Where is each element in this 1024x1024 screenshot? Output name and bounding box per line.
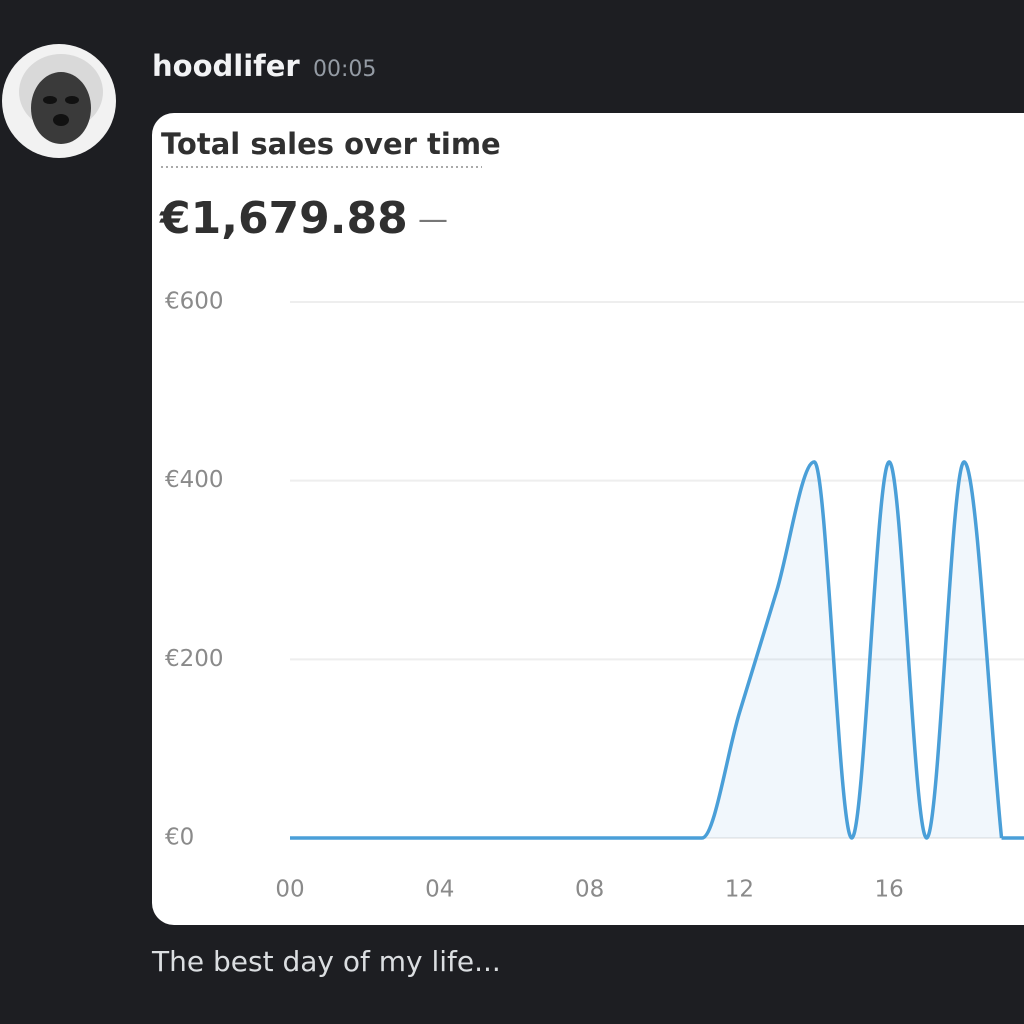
total-value: €1,679.88 [159, 193, 408, 244]
timestamp: 00:05 [313, 57, 376, 82]
y-tick-label: €600 [165, 289, 224, 315]
x-tick-label: 12 [725, 877, 754, 903]
x-tick-label: 08 [575, 877, 604, 903]
username[interactable]: hoodlifer [152, 49, 300, 83]
chart-title: Total sales over time [161, 127, 501, 161]
y-tick-label: €200 [165, 646, 224, 672]
avatar[interactable] [2, 44, 116, 158]
line [290, 460, 1004, 840]
y-tick-label: €0 [165, 825, 194, 851]
message-text: The best day of my life... [151, 945, 501, 978]
avatar-eye [43, 96, 57, 104]
avatar-eye [65, 96, 79, 104]
area [290, 461, 1002, 838]
x-tick-label: 00 [275, 877, 304, 903]
avatar-mouth [53, 114, 69, 126]
x-tick-label: 16 [875, 877, 904, 903]
avatar-face [31, 72, 91, 144]
x-tick-label: 04 [425, 877, 454, 903]
chart-card[interactable] [152, 113, 1024, 925]
comparison: — [418, 203, 448, 238]
y-tick-label: €400 [165, 467, 224, 493]
